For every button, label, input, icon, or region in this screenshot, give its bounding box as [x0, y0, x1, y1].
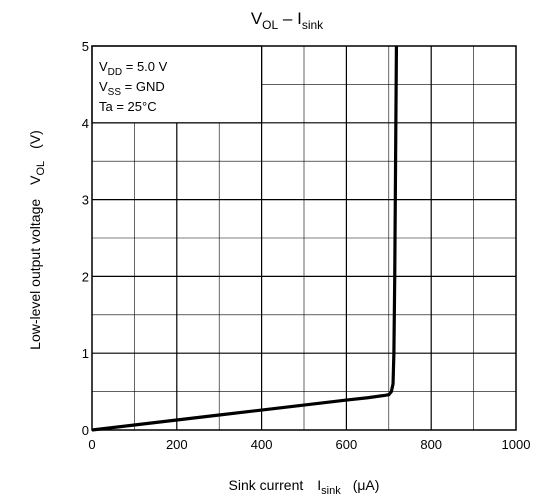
x-tick-label: 1000 [502, 437, 531, 452]
series-layer [91, 45, 399, 432]
y-tick-labels: 0 1 2 3 4 5 [82, 39, 89, 438]
x-tick-labels: 0 200 400 600 800 1000 [88, 437, 530, 452]
y-tick-label: 3 [82, 193, 89, 208]
chart-title: VOL – Isink [251, 9, 324, 32]
x-tick-label: 0 [88, 437, 95, 452]
y-tick-label: 4 [82, 116, 89, 131]
plot-frame [91, 45, 517, 431]
y-tick-label: 2 [82, 269, 89, 284]
y-tick-label: 1 [82, 346, 89, 361]
x-tick-label: 200 [166, 437, 188, 452]
condition-vss: VSS = GND [99, 79, 165, 98]
x-tick-label: 600 [336, 437, 358, 452]
y-tick-label: 5 [82, 39, 89, 54]
y-tick-label: 0 [82, 423, 89, 438]
condition-vdd: VDD = 5.0 V [99, 59, 168, 78]
x-tick-label: 400 [251, 437, 273, 452]
y-axis-label: Low-level output voltageVOL(V) [27, 130, 47, 350]
condition-ta: Ta = 25°C [99, 99, 157, 114]
x-tick-label: 800 [420, 437, 442, 452]
series-line-0 [91, 45, 399, 432]
x-axis-label: Sink current Isink (μA) [229, 477, 380, 497]
